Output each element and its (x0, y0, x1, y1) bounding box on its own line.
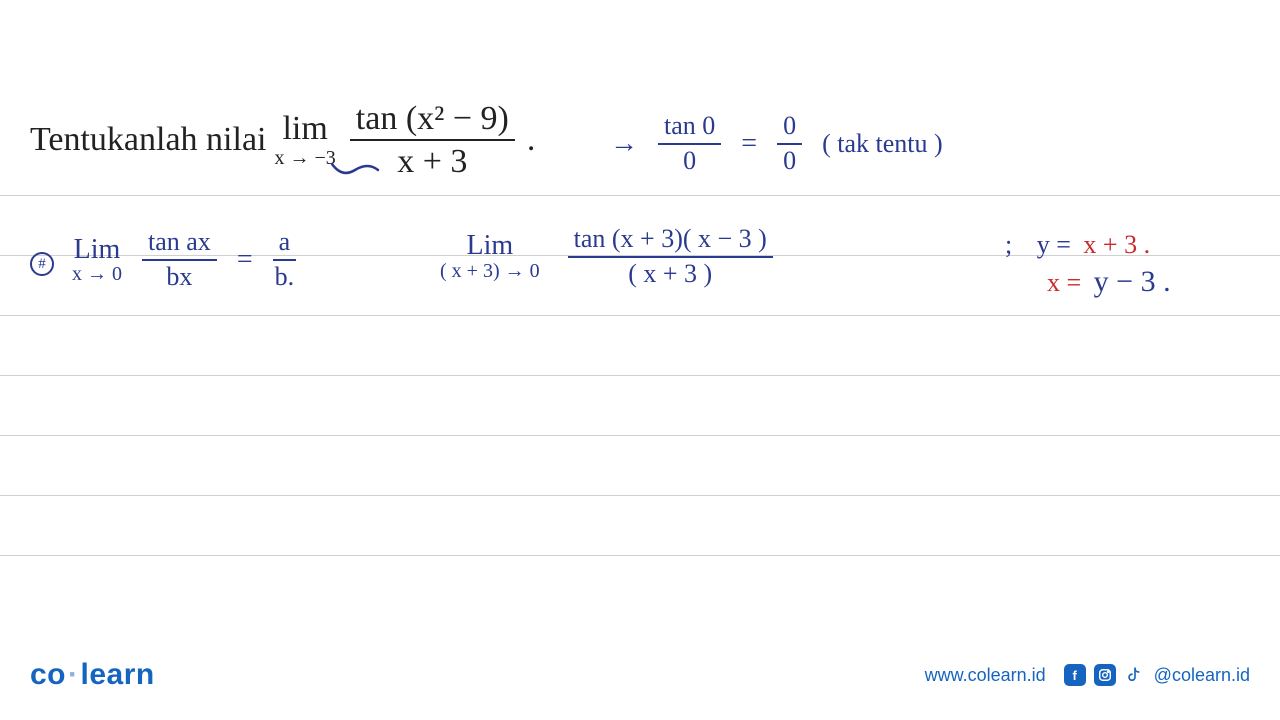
tan0-over-0: tan 0 0 (658, 112, 721, 175)
lim-word: lim (282, 112, 327, 146)
frac-num: tan ax (142, 228, 217, 261)
lim-word: Lim (466, 231, 513, 260)
zero-over-zero: 0 0 (777, 112, 802, 175)
y-minus-3: y − 3 . (1094, 265, 1171, 298)
indeterminate-note: ( tak tentu ) (822, 129, 943, 159)
substitution-note: ; y = x + 3 . x = y − 3 . (1005, 228, 1171, 301)
lim-sub: ( x + 3) → 0 (440, 261, 540, 282)
frac-num: tan 0 (658, 112, 721, 145)
sub-line-1: ; y = x + 3 . (1005, 228, 1171, 262)
brand-logo: co·learn (30, 658, 155, 692)
indeterminate-annotation: → tan 0 0 = 0 0 ( tak tentu ) (610, 112, 943, 175)
logo-left: co (30, 658, 66, 691)
frac-den: b. (275, 261, 295, 292)
page-root: Tentukanlah nilai lim x → −3 tan (x² − 9… (0, 0, 1280, 720)
frac-num: tan (x + 3)( x − 3 ) (568, 225, 773, 258)
footer: co·learn www.colearn.id f (30, 658, 1250, 692)
instagram-icon (1094, 664, 1116, 686)
rule-line (0, 315, 1280, 316)
lim-sub: x → 0 (72, 264, 122, 284)
equals-sign: = (237, 244, 253, 276)
facebook-icon: f (1064, 664, 1086, 686)
frac-num: a (273, 228, 297, 261)
rule-line (0, 195, 1280, 196)
lim-subscript: x → −3 (275, 148, 336, 168)
a-over-b: a b. (273, 228, 297, 291)
footer-right: www.colearn.id f @colearn.id (925, 664, 1250, 686)
x-plus-3: x + 3 . (1083, 230, 1150, 259)
rule-line (0, 495, 1280, 496)
tan-ax-over-bx: tan ax bx (142, 228, 217, 291)
hash-marker: # (30, 244, 58, 276)
frac-num: 0 (777, 112, 802, 145)
lim-word: Lim (74, 236, 121, 264)
logo-right: learn (81, 658, 155, 691)
problem-statement: Tentukanlah nilai lim x → −3 tan (x² − 9… (30, 100, 535, 181)
social-handle: @colearn.id (1154, 665, 1250, 686)
factored-limit-work: Lim ( x + 3) → 0 tan (x + 3)( x − 3 ) ( … (440, 225, 779, 288)
rule-line (0, 555, 1280, 556)
footer-url: www.colearn.id (925, 665, 1046, 686)
x-equals: x = (1047, 268, 1081, 297)
limit-expression: lim x → −3 (275, 112, 336, 168)
problem-prefix: Tentukanlah nilai (30, 121, 267, 159)
logo-dot-icon: · (66, 658, 81, 691)
frac-den: 0 (683, 145, 696, 176)
frac-den: bx (166, 261, 192, 292)
lim-block: Lim x → 0 (72, 236, 122, 284)
factored-fraction: tan (x + 3)( x − 3 ) ( x + 3 ) (568, 225, 773, 288)
lim-block: Lim ( x + 3) → 0 (440, 231, 540, 281)
trailing-dot: . (527, 121, 536, 159)
rule-line (0, 375, 1280, 376)
y-equals: y = (1037, 230, 1071, 259)
semicolon: ; (1005, 230, 1012, 259)
sub-line-2: x = y − 3 . (1005, 262, 1171, 301)
fraction-numerator: tan (x² − 9) (350, 100, 515, 141)
rule-line (0, 435, 1280, 436)
standard-limit-formula: # Lim x → 0 tan ax bx = a b. (30, 228, 302, 291)
curvy-underline-icon (330, 160, 380, 180)
social-icons: f @colearn.id (1064, 664, 1250, 686)
equals-sign: = (741, 128, 757, 160)
frac-den: ( x + 3 ) (628, 258, 712, 289)
arrow-icon: → (610, 128, 638, 160)
tiktok-icon (1124, 664, 1146, 686)
frac-den: 0 (783, 145, 796, 176)
fraction-denominator: x + 3 (397, 141, 467, 180)
